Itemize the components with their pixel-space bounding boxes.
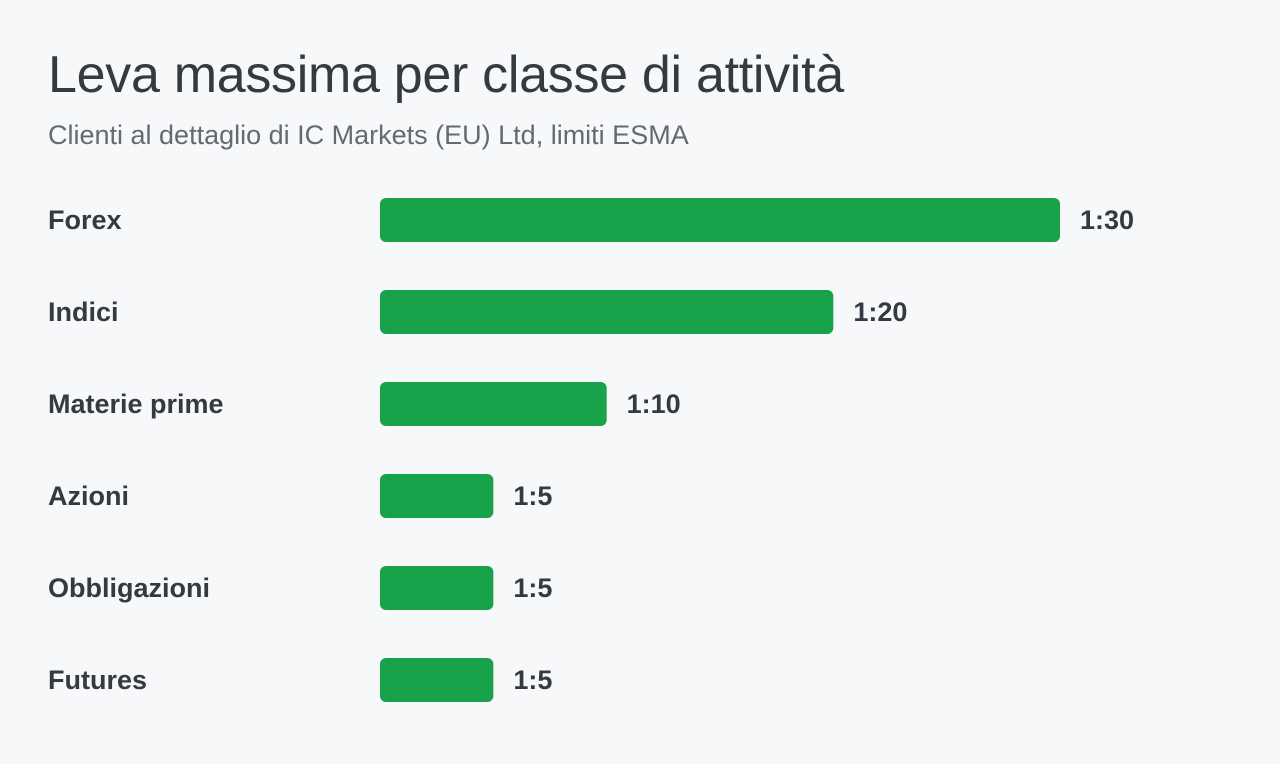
value-label: 1:30 [1080,205,1134,235]
bar [380,198,1060,242]
value-label: 1:10 [627,389,681,419]
chart-subtitle: Clienti al dettaglio di IC Markets (EU) … [48,120,689,150]
category-label: Materie prime [48,389,224,419]
value-label: 1:5 [513,665,552,695]
category-label: Azioni [48,481,129,511]
bar [380,382,607,426]
chart-title: Leva massima per classe di attività [48,46,844,104]
bar [380,658,494,702]
value-label: 1:5 [513,573,552,603]
category-label: Obbligazioni [48,573,210,603]
value-label: 1:20 [853,297,907,327]
bar [380,474,494,518]
category-label: Futures [48,665,147,695]
bar [380,566,494,610]
category-label: Indici [48,297,119,327]
value-label: 1:5 [513,481,552,511]
category-label: Forex [48,205,122,235]
bar [380,290,834,334]
